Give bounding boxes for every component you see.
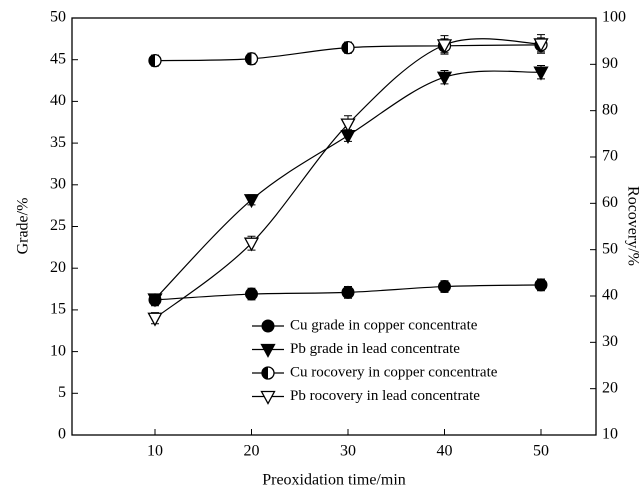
legend-label: Pb grade in lead concentrate [290, 341, 460, 357]
marker [340, 118, 356, 133]
y2-tick-label: 30 [602, 333, 618, 350]
y-tick-label: 50 [50, 9, 66, 26]
y2-tick-label: 70 [602, 148, 618, 165]
y-tick-label: 5 [58, 384, 66, 401]
y-tick-label: 45 [50, 50, 66, 67]
x-tick-label: 40 [436, 443, 452, 460]
y2-tick-label: 80 [602, 101, 618, 118]
legend-label: Pb rocovery in lead concentrate [290, 388, 480, 404]
legend-label: Cu rocovery in copper concentrate [290, 364, 498, 380]
marker [243, 194, 260, 209]
marker [341, 285, 355, 299]
y-tick-label: 10 [50, 342, 66, 359]
x-tick-label: 10 [147, 443, 163, 460]
marker [243, 237, 260, 252]
y2-tick-label: 10 [602, 426, 618, 443]
series-line [154, 38, 541, 319]
y-tick-label: 15 [50, 301, 66, 318]
y-axis-title: Grade/% [15, 198, 32, 255]
marker [244, 287, 258, 301]
y2-tick-label: 100 [602, 9, 626, 26]
y-tick-label: 0 [58, 426, 66, 443]
y-tick-label: 35 [50, 134, 66, 151]
marker [260, 390, 276, 405]
marker [148, 53, 162, 68]
y2-tick-label: 40 [602, 287, 618, 304]
x-tick-label: 50 [533, 443, 549, 460]
y2-tick-label: 90 [602, 55, 618, 72]
y2-tick-label: 50 [602, 240, 618, 257]
marker [436, 39, 453, 54]
x-tick-label: 30 [340, 443, 356, 460]
marker [244, 52, 259, 66]
y-tick-label: 30 [50, 175, 66, 192]
series-line [154, 70, 542, 300]
marker [534, 278, 548, 292]
y2-tick-label: 60 [602, 194, 618, 211]
y2-axis-title: Rocovery/% [624, 186, 641, 266]
y2-tick-label: 20 [602, 379, 618, 396]
y-tick-label: 20 [50, 259, 66, 276]
marker [147, 293, 163, 308]
marker [260, 343, 276, 358]
legend-label: Cu grade in copper concentrate [290, 317, 478, 333]
marker [533, 66, 549, 81]
x-axis-title: Preoxidation time/min [262, 472, 406, 489]
marker [261, 319, 275, 333]
x-tick-label: 20 [243, 443, 259, 460]
marker [147, 312, 163, 327]
marker [533, 38, 549, 53]
marker [436, 71, 453, 86]
y-tick-label: 25 [50, 217, 66, 234]
y-tick-label: 40 [50, 92, 66, 109]
marker [261, 366, 275, 380]
marker [341, 41, 355, 55]
marker [437, 280, 451, 294]
